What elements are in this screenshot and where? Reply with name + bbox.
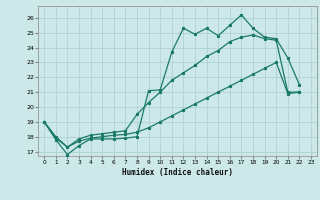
X-axis label: Humidex (Indice chaleur): Humidex (Indice chaleur) bbox=[122, 168, 233, 177]
